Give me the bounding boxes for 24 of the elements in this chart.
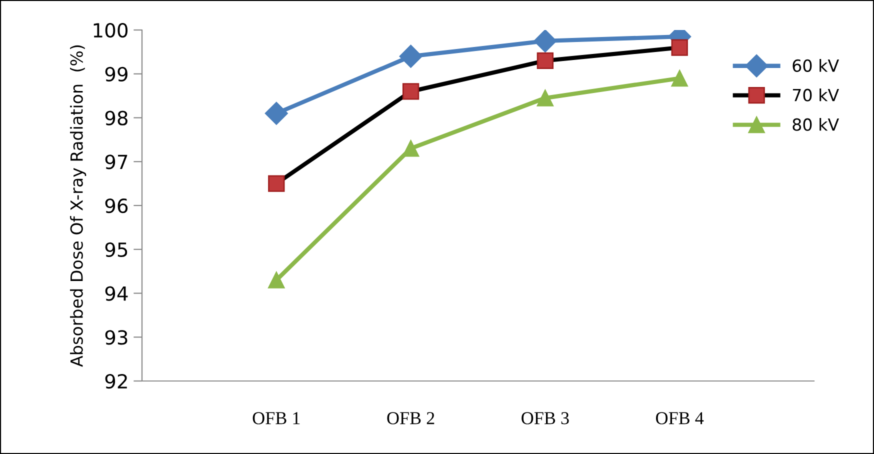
y-tick-label: 96	[105, 198, 128, 214]
y-tick-label: 100	[94, 22, 128, 38]
legend-label: 60 kV	[792, 59, 840, 72]
point	[536, 90, 554, 106]
y-axis-title: Absorbed Dose Of X-ray Radiation (%)	[70, 45, 86, 367]
y-tick-label: 99	[105, 66, 128, 82]
point	[671, 70, 688, 87]
y-tick-label: 93	[105, 330, 128, 345]
x-tick-label: OFB 2	[387, 412, 434, 424]
point	[264, 102, 288, 125]
y-tick-label: 97	[105, 154, 128, 170]
point	[534, 30, 557, 52]
legend-label: 80 kV	[792, 118, 840, 131]
point	[399, 44, 422, 68]
point	[268, 272, 285, 288]
legend-label: 70 kV	[792, 88, 840, 102]
point	[402, 140, 420, 157]
x-tick-label: OFB 1	[252, 412, 300, 424]
x-tick-label: OFB 3	[522, 412, 569, 424]
y-tick-label: 95	[105, 242, 128, 258]
y-tick-label: 98	[105, 110, 128, 126]
y-tick-label: 94	[105, 286, 128, 301]
x-tick-label: OFB 4	[656, 412, 704, 424]
y-tick-label: 92	[105, 374, 127, 389]
